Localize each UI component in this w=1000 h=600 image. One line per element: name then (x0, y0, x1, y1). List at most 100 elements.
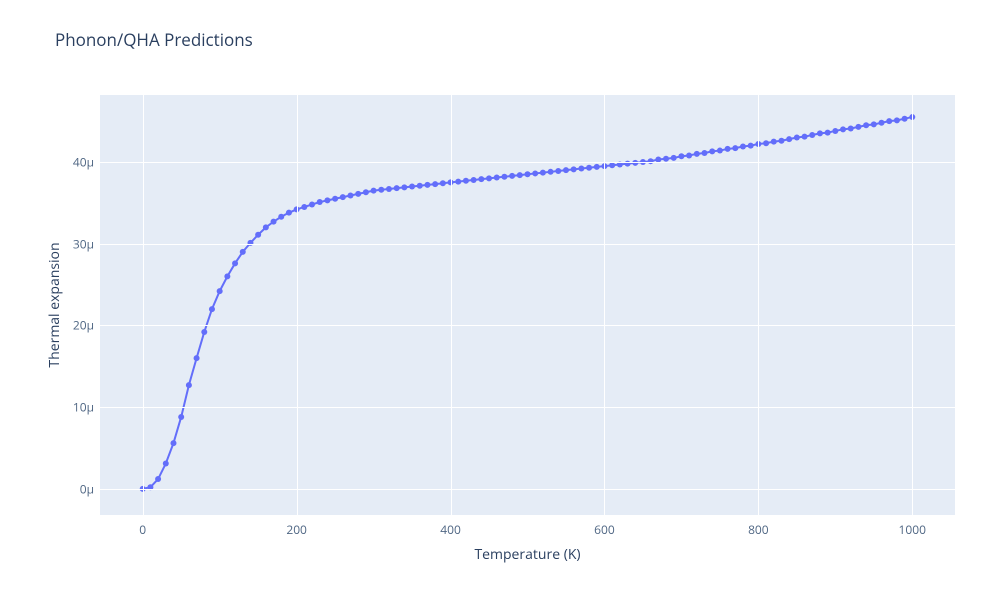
data-point[interactable] (340, 194, 346, 200)
data-point[interactable] (740, 143, 746, 149)
data-point[interactable] (825, 130, 831, 136)
data-point[interactable] (478, 176, 484, 182)
data-point[interactable] (240, 249, 246, 255)
data-point[interactable] (771, 139, 777, 145)
data-point[interactable] (201, 329, 207, 335)
data-point[interactable] (440, 180, 446, 186)
x-gridline (912, 95, 913, 515)
data-point[interactable] (732, 145, 738, 151)
x-tick-label: 200 (286, 521, 307, 538)
data-point[interactable] (855, 124, 861, 130)
data-point[interactable] (155, 476, 161, 482)
y-gridline (100, 489, 955, 490)
data-point[interactable] (170, 440, 176, 446)
data-point[interactable] (578, 166, 584, 172)
y-gridline (100, 325, 955, 326)
data-point[interactable] (717, 148, 723, 154)
data-point[interactable] (486, 175, 492, 181)
data-point[interactable] (802, 134, 808, 140)
y-tick-label: 20μ (73, 317, 94, 334)
data-point[interactable] (324, 197, 330, 203)
data-point[interactable] (286, 210, 292, 216)
data-point[interactable] (378, 187, 384, 193)
data-point[interactable] (194, 355, 200, 361)
data-point[interactable] (778, 138, 784, 144)
data-point[interactable] (394, 185, 400, 191)
data-point[interactable] (832, 128, 838, 134)
data-point[interactable] (840, 126, 846, 132)
data-point[interactable] (678, 153, 684, 159)
data-point[interactable] (894, 117, 900, 123)
data-point[interactable] (848, 126, 854, 132)
y-axis-title: Thermal expansion (45, 95, 64, 515)
data-point[interactable] (301, 204, 307, 210)
data-point[interactable] (178, 414, 184, 420)
x-tick-label: 1000 (899, 521, 926, 538)
data-point[interactable] (671, 155, 677, 161)
data-point[interactable] (763, 140, 769, 146)
data-point[interactable] (417, 183, 423, 189)
data-point[interactable] (663, 156, 669, 162)
data-point[interactable] (879, 120, 885, 126)
data-point[interactable] (886, 118, 892, 124)
data-point[interactable] (309, 201, 315, 207)
data-point[interactable] (348, 193, 354, 199)
data-point[interactable] (532, 170, 538, 176)
data-point[interactable] (224, 273, 230, 279)
data-point[interactable] (786, 136, 792, 142)
data-point[interactable] (494, 175, 500, 181)
data-point[interactable] (278, 214, 284, 220)
data-point[interactable] (571, 166, 577, 172)
data-point[interactable] (748, 143, 754, 149)
data-point[interactable] (817, 130, 823, 136)
x-tick-label: 800 (748, 521, 769, 538)
data-point[interactable] (863, 122, 869, 128)
data-point[interactable] (871, 121, 877, 127)
data-point[interactable] (509, 173, 515, 179)
data-point[interactable] (525, 171, 531, 177)
data-point[interactable] (609, 162, 615, 168)
data-point[interactable] (517, 172, 523, 178)
data-point[interactable] (902, 116, 908, 122)
x-gridline (758, 95, 759, 515)
data-point[interactable] (255, 232, 261, 238)
data-point[interactable] (555, 168, 561, 174)
data-point[interactable] (594, 164, 600, 170)
data-point[interactable] (686, 152, 692, 158)
data-point[interactable] (386, 186, 392, 192)
data-point[interactable] (463, 178, 469, 184)
data-point[interactable] (401, 184, 407, 190)
data-point[interactable] (232, 260, 238, 266)
data-point[interactable] (471, 177, 477, 183)
data-point[interactable] (217, 288, 223, 294)
data-point[interactable] (186, 382, 192, 388)
chart-svg (100, 95, 955, 515)
data-point[interactable] (540, 170, 546, 176)
data-point[interactable] (455, 179, 461, 185)
data-point[interactable] (794, 134, 800, 140)
data-point[interactable] (332, 196, 338, 202)
data-point[interactable] (371, 188, 377, 194)
data-point[interactable] (163, 461, 169, 467)
plot-area[interactable] (100, 95, 955, 515)
data-point[interactable] (317, 199, 323, 205)
data-point[interactable] (725, 146, 731, 152)
x-gridline (143, 95, 144, 515)
data-point[interactable] (432, 181, 438, 187)
x-tick-label: 0 (139, 521, 146, 538)
data-point[interactable] (694, 151, 700, 157)
data-point[interactable] (563, 167, 569, 173)
data-point[interactable] (363, 189, 369, 195)
data-point[interactable] (709, 148, 715, 154)
data-point[interactable] (209, 306, 215, 312)
data-point[interactable] (702, 150, 708, 156)
data-point[interactable] (809, 132, 815, 138)
data-point[interactable] (263, 224, 269, 230)
data-point[interactable] (271, 219, 277, 225)
data-point[interactable] (501, 174, 507, 180)
data-point[interactable] (424, 182, 430, 188)
data-point[interactable] (355, 191, 361, 197)
data-point[interactable] (548, 169, 554, 175)
data-point[interactable] (586, 165, 592, 171)
data-point[interactable] (409, 184, 415, 190)
